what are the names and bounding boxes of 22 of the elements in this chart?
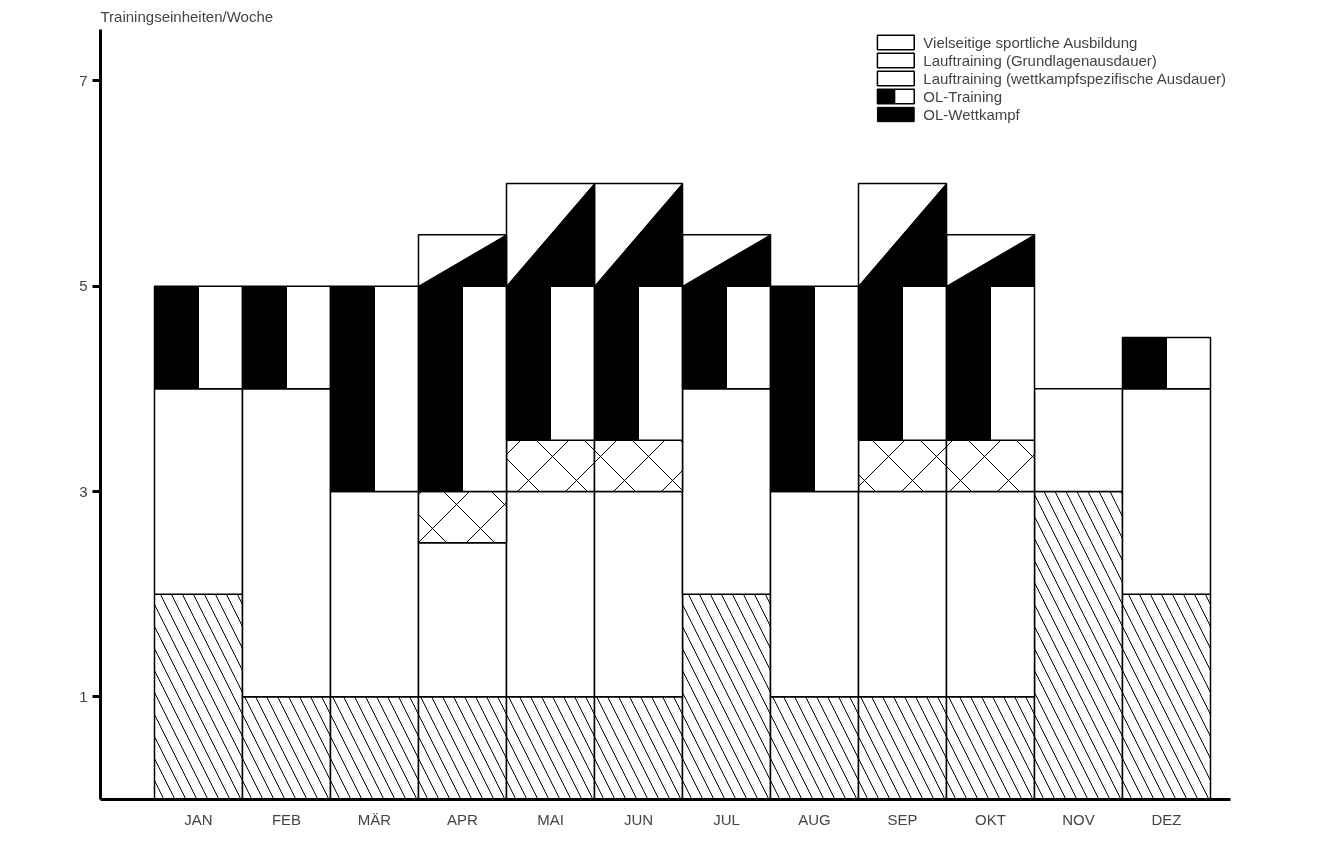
x-tick-label: JUN — [623, 810, 654, 828]
x-tick-label: MÄR — [357, 810, 392, 828]
y-tick-label: 7 — [79, 71, 88, 89]
y-tick-label: 5 — [79, 277, 88, 295]
legend-label: Lauftraining (Grundlagenausdauer) — [923, 51, 1157, 69]
x-tick-label: JUL — [713, 810, 740, 828]
x-tick-label: JAN — [184, 810, 213, 828]
x-tick-label: FEB — [271, 810, 302, 828]
legend-label: OL-Wettkampf — [923, 105, 1020, 123]
x-tick-label: OKT — [975, 810, 1006, 828]
x-tick-label: NOV — [1062, 810, 1095, 828]
legend-label: OL-Training — [923, 87, 1002, 105]
x-tick-label: APR — [447, 810, 479, 828]
x-tick-label: MAI — [537, 810, 564, 828]
x-tick-label: SEP — [887, 810, 918, 828]
legend-label: Lauftraining (wettkampfspezifische Ausdauer) — [923, 69, 1226, 87]
legend-label: Vielseitige sportliche Ausbildung — [923, 33, 1138, 51]
y-axis-title: Trainingseinheiten/Woche — [100, 7, 274, 25]
x-tick-label: AUG — [798, 810, 831, 828]
y-tick-label: 1 — [79, 687, 88, 705]
x-tick-label: DEZ — [1151, 810, 1182, 828]
y-tick-label: 3 — [79, 482, 88, 500]
